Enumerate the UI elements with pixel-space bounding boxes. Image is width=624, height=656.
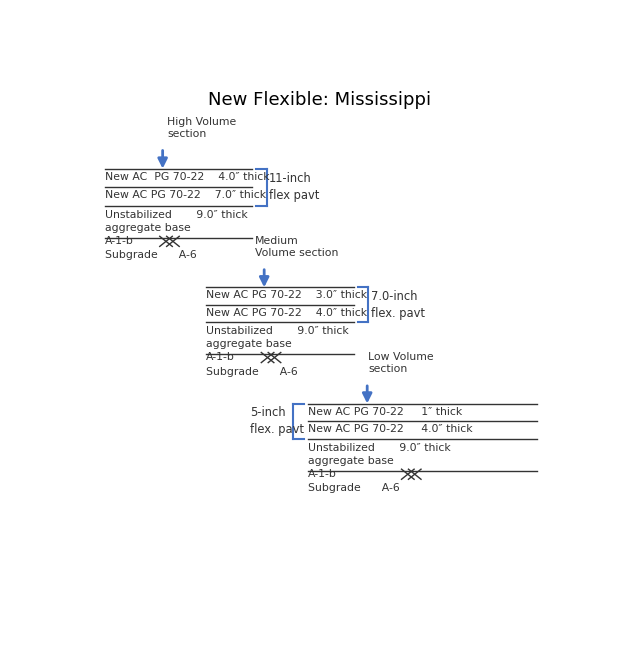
Text: New AC PG 70-22    4.0″ thick: New AC PG 70-22 4.0″ thick xyxy=(206,308,368,318)
Text: 7.0-inch
flex. pavt: 7.0-inch flex. pavt xyxy=(371,290,424,320)
Text: Unstabilized       9.0″ thick
aggregate base
A-1-b: Unstabilized 9.0″ thick aggregate base A… xyxy=(308,443,451,478)
Text: New Flexible: Mississippi: New Flexible: Mississippi xyxy=(208,91,431,109)
Text: 11-inch
flex pavt: 11-inch flex pavt xyxy=(269,173,319,202)
Text: New AC PG 70-22    7.0″ thick: New AC PG 70-22 7.0″ thick xyxy=(105,190,266,200)
Text: Medium
Volume section: Medium Volume section xyxy=(255,236,338,258)
Text: Unstabilized       9.0″ thick
aggregate base
A-1-b: Unstabilized 9.0″ thick aggregate base A… xyxy=(206,326,349,362)
Text: New AC PG 70-22     1″ thick: New AC PG 70-22 1″ thick xyxy=(308,407,462,417)
Text: New AC PG 70-22    3.0″ thick: New AC PG 70-22 3.0″ thick xyxy=(206,291,368,300)
Text: Subgrade      A-6: Subgrade A-6 xyxy=(308,483,399,493)
Text: New AC  PG 70-22    4.0″ thick: New AC PG 70-22 4.0″ thick xyxy=(105,172,269,182)
Text: Unstabilized       9.0″ thick
aggregate base
A-1-b: Unstabilized 9.0″ thick aggregate base A… xyxy=(105,210,247,245)
Text: High Volume
section: High Volume section xyxy=(167,117,236,139)
Text: Low Volume
section: Low Volume section xyxy=(368,352,434,374)
Text: 5-inch
flex. pavt: 5-inch flex. pavt xyxy=(250,406,304,436)
Text: New AC PG 70-22     4.0″ thick: New AC PG 70-22 4.0″ thick xyxy=(308,424,472,434)
Text: Subgrade      A-6: Subgrade A-6 xyxy=(206,367,298,377)
Text: Subgrade      A-6: Subgrade A-6 xyxy=(105,251,197,260)
